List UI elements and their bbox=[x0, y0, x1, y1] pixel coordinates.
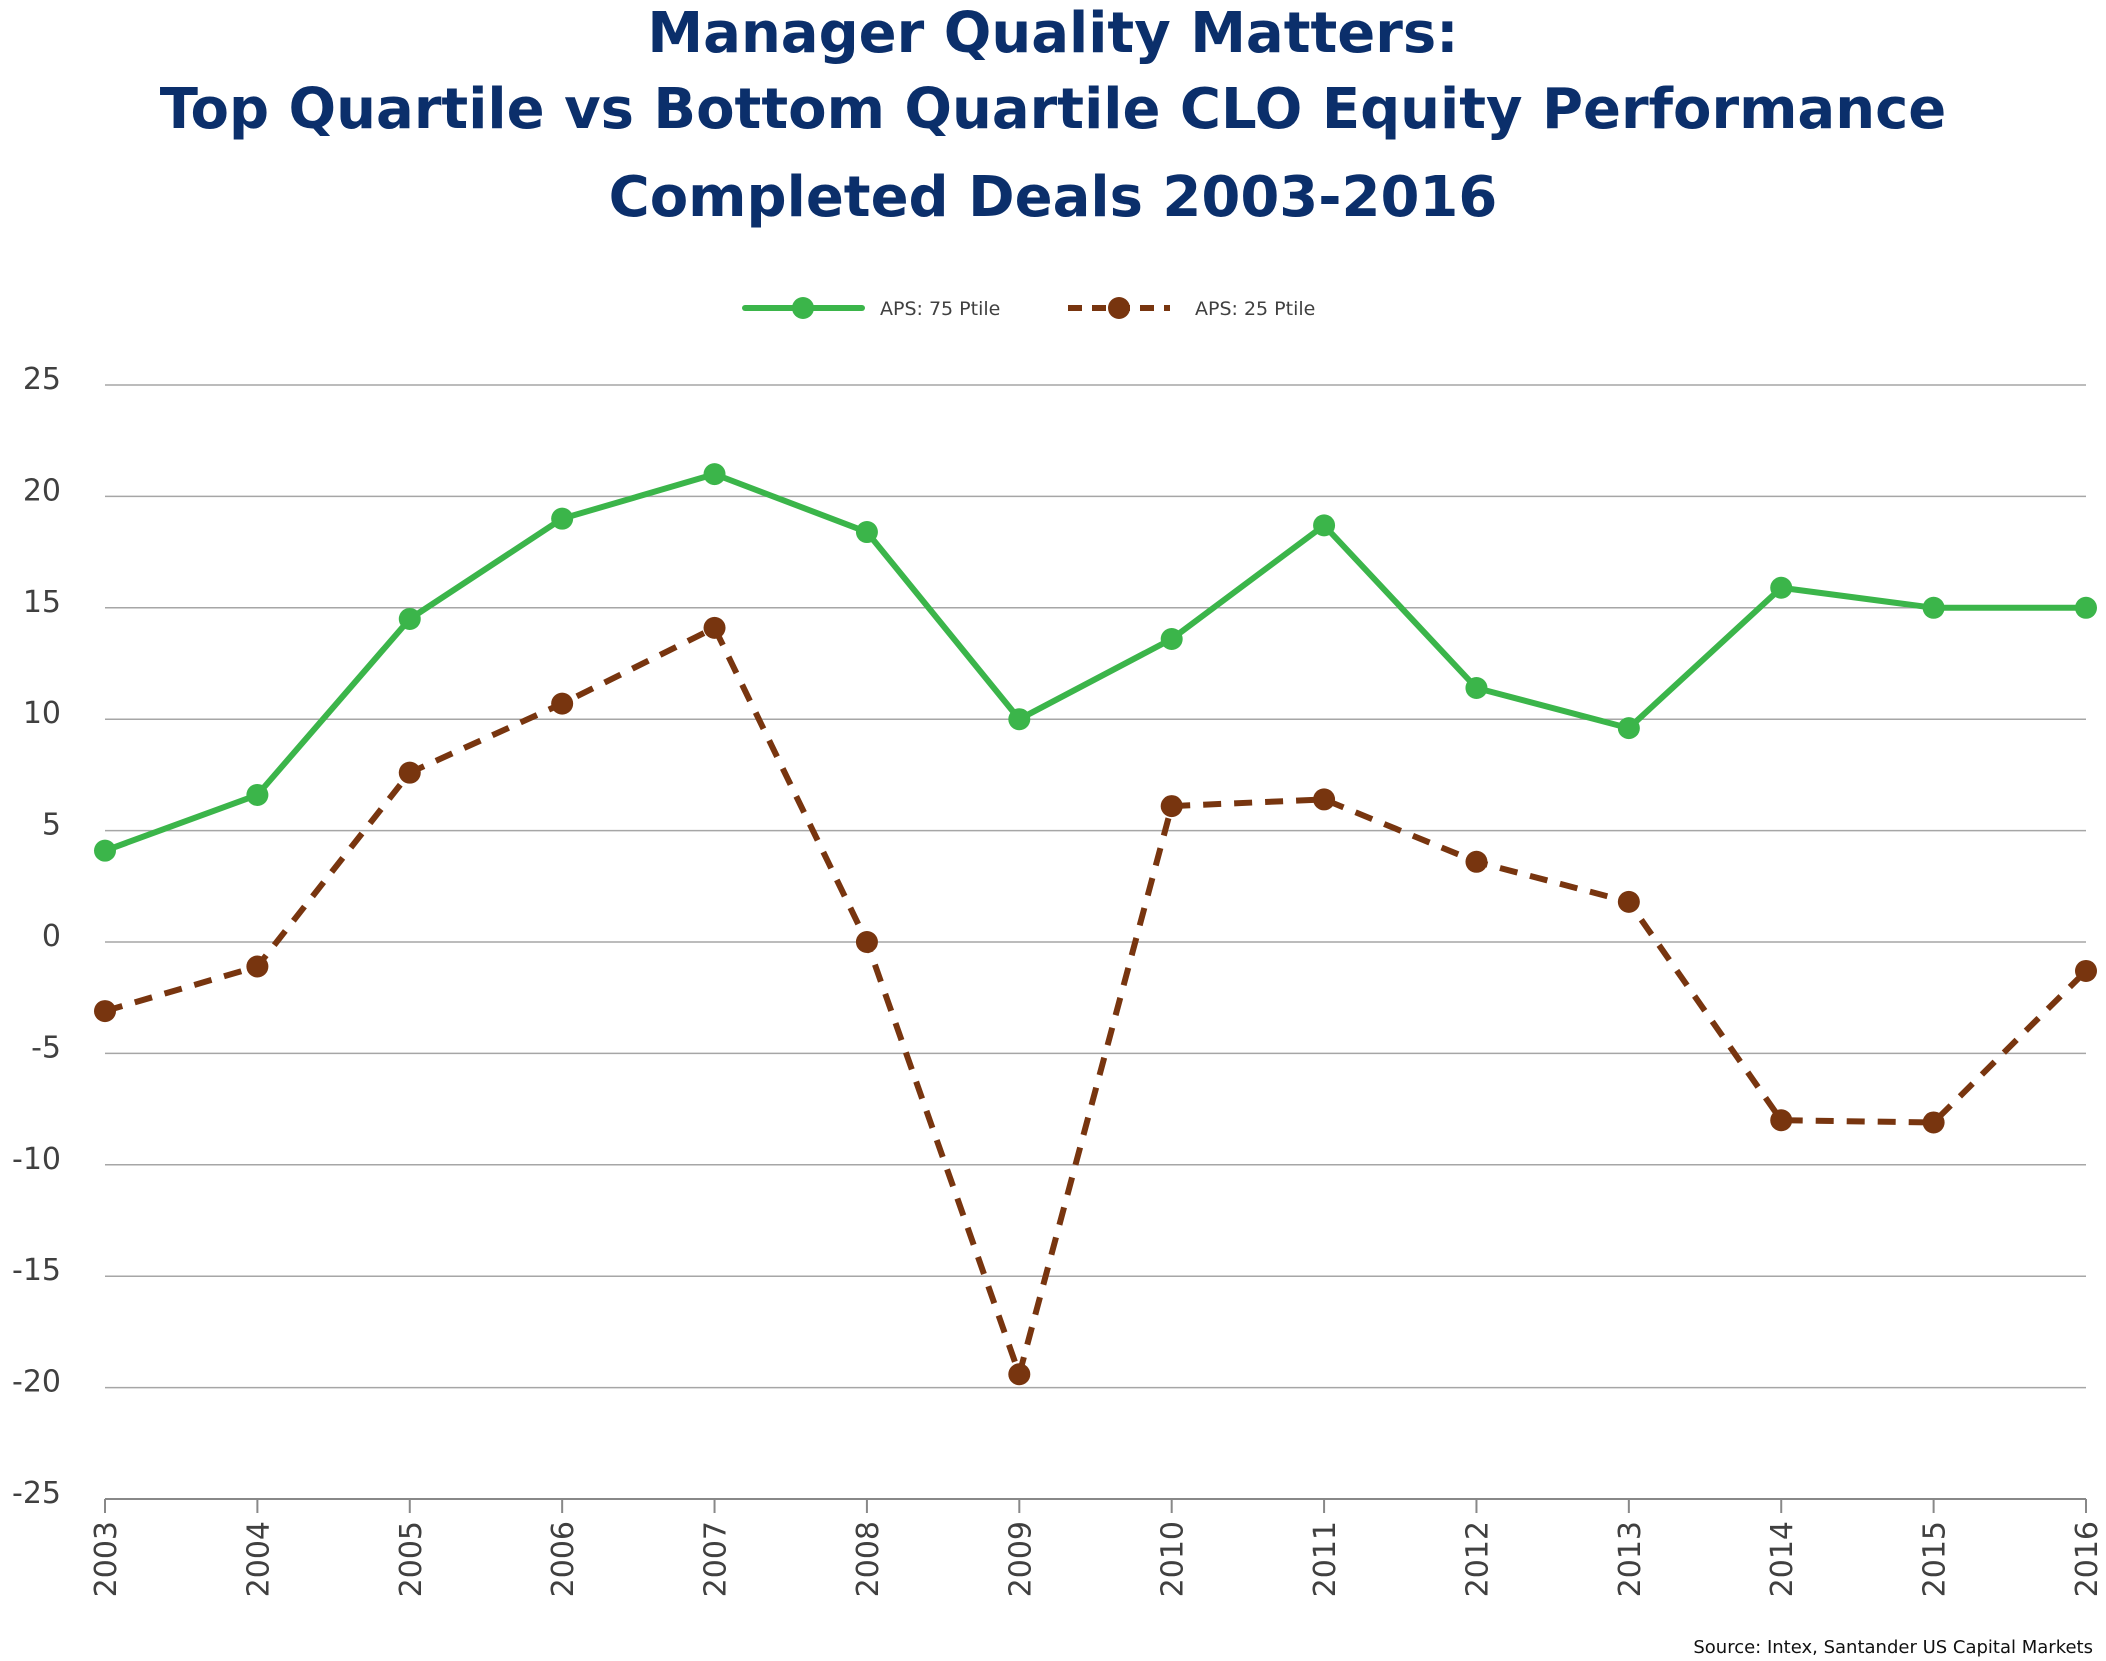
x-tick-label: 2006 bbox=[546, 1521, 581, 1597]
data-point-75-ptile bbox=[703, 463, 726, 486]
legend-marker-75 bbox=[792, 297, 814, 319]
data-point-25-ptile bbox=[246, 955, 269, 978]
data-point-25-ptile bbox=[1617, 890, 1640, 913]
data-point-25-ptile bbox=[703, 616, 726, 639]
data-point-75-ptile bbox=[1313, 514, 1336, 537]
x-tick-label: 2010 bbox=[1156, 1521, 1191, 1597]
y-tick-label: 15 bbox=[23, 585, 61, 620]
data-point-25-ptile bbox=[94, 1000, 116, 1023]
x-tick-label: 2004 bbox=[241, 1521, 276, 1597]
y-tick-label: 20 bbox=[23, 473, 61, 508]
data-point-75-ptile bbox=[1008, 708, 1031, 731]
data-point-25-ptile bbox=[1008, 1363, 1031, 1386]
y-axis: 25 20 15 10 5 0 -5 -10 -15 -20 -25 bbox=[12, 362, 61, 1511]
data-point-25-ptile bbox=[1465, 850, 1488, 873]
chart-title-line-2: Top Quartile vs Bottom Quartile CLO Equi… bbox=[160, 77, 1947, 142]
legend-marker-25 bbox=[1108, 297, 1130, 319]
data-point-25-ptile bbox=[1922, 1111, 1945, 1134]
y-tick-label: 0 bbox=[42, 919, 61, 954]
data-point-25-ptile bbox=[398, 761, 421, 784]
data-point-25-ptile bbox=[1313, 788, 1336, 811]
x-tick-label: 2009 bbox=[1003, 1521, 1038, 1597]
data-point-75-ptile bbox=[398, 607, 421, 630]
data-point-75-ptile bbox=[246, 783, 269, 806]
series-line-75-ptile bbox=[103, 471, 2086, 854]
data-point-25-ptile bbox=[2075, 959, 2097, 982]
y-tick-label: -20 bbox=[12, 1365, 61, 1400]
x-tick-label: 2011 bbox=[1308, 1521, 1343, 1597]
x-axis: 2003 2004 2005 2006 2007 2008 2009 2010 2011 2012… bbox=[89, 1498, 2105, 1597]
legend-label-75: APS: 75 Ptile bbox=[880, 298, 1000, 320]
y-tick-label: -10 bbox=[12, 1142, 61, 1177]
gridlines bbox=[105, 384, 2086, 1389]
data-point-75-ptile bbox=[2075, 596, 2097, 619]
x-tick-label: 2008 bbox=[851, 1521, 886, 1597]
source-note: Source: Intex, Santander US Capital Mark… bbox=[1693, 1637, 2093, 1658]
y-tick-label: 10 bbox=[23, 696, 61, 731]
data-point-75-ptile bbox=[1770, 576, 1793, 599]
data-point-75-ptile bbox=[1465, 677, 1488, 700]
data-point-75-ptile bbox=[1617, 717, 1640, 740]
y-tick-label: -5 bbox=[31, 1030, 61, 1065]
series-group bbox=[94, 463, 2097, 1386]
data-point-25-ptile bbox=[855, 931, 878, 953]
chart-title-line-3: Completed Deals 2003-2016 bbox=[609, 165, 1498, 230]
chart-title-line-1: Manager Quality Matters: bbox=[647, 1, 1458, 66]
data-point-25-ptile bbox=[1770, 1109, 1793, 1132]
x-tick-label: 2003 bbox=[89, 1521, 124, 1597]
data-point-75-ptile bbox=[94, 839, 116, 862]
x-tick-label: 2014 bbox=[1765, 1521, 1800, 1597]
legend: APS: 75 Ptile APS: 25 Ptile bbox=[742, 297, 1315, 320]
x-tick-label: 2007 bbox=[699, 1521, 734, 1597]
x-tick-label: 2016 bbox=[2070, 1521, 2105, 1597]
x-tick-label: 2005 bbox=[394, 1521, 429, 1597]
y-tick-label: 5 bbox=[42, 808, 61, 843]
data-point-25-ptile bbox=[1160, 795, 1183, 818]
legend-label-25: APS: 25 Ptile bbox=[1195, 298, 1315, 320]
x-tick-label: 2015 bbox=[1918, 1521, 1953, 1597]
data-point-75-ptile bbox=[551, 507, 574, 530]
series-line-25-ptile bbox=[104, 624, 2089, 1378]
data-point-25-ptile bbox=[551, 692, 574, 715]
y-tick-label: -25 bbox=[12, 1476, 61, 1511]
data-point-75-ptile bbox=[1922, 596, 1945, 619]
y-tick-label: -15 bbox=[12, 1253, 61, 1288]
x-tick-label: 2012 bbox=[1460, 1521, 1495, 1597]
data-point-75-ptile bbox=[1160, 627, 1183, 650]
y-tick-label: 25 bbox=[23, 362, 61, 397]
data-point-75-ptile bbox=[855, 521, 878, 544]
x-tick-label: 2013 bbox=[1613, 1521, 1648, 1597]
